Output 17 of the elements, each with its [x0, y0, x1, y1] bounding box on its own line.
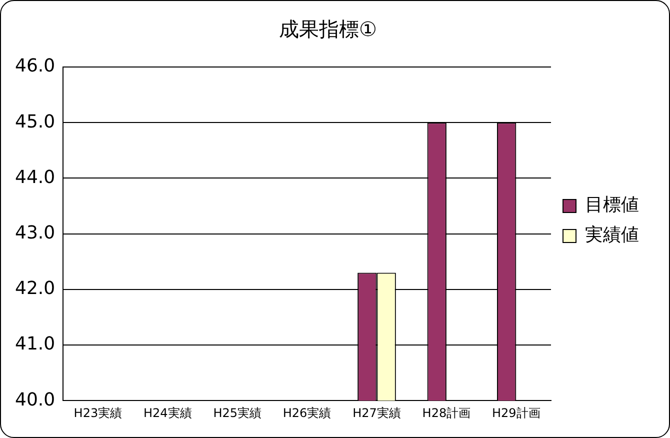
y-tick-label: 45.0	[15, 111, 56, 132]
y-tick-label: 44.0	[15, 166, 56, 188]
y-tick-label: 40.0	[15, 389, 56, 410]
x-tick-label: H28計画	[422, 406, 471, 420]
chart-title: 成果指標①	[279, 17, 377, 42]
y-tick-label: 43.0	[15, 222, 56, 244]
y-tick-label: 42.0	[15, 278, 56, 300]
x-tick-label: H24実績	[143, 406, 192, 420]
x-tick-label: H26実績	[282, 406, 332, 420]
x-tick-label: H25実績	[213, 406, 262, 420]
y-tick-label: 41.0	[15, 334, 56, 355]
legend-label: 実績値	[585, 224, 639, 246]
x-tick-label: H23実績	[74, 406, 122, 420]
y-tick-label: 46.0	[15, 56, 56, 77]
legend-label: 目標値	[585, 194, 639, 216]
x-tick-label: H29計画	[492, 406, 540, 420]
x-tick-label: H27実績	[352, 406, 401, 420]
